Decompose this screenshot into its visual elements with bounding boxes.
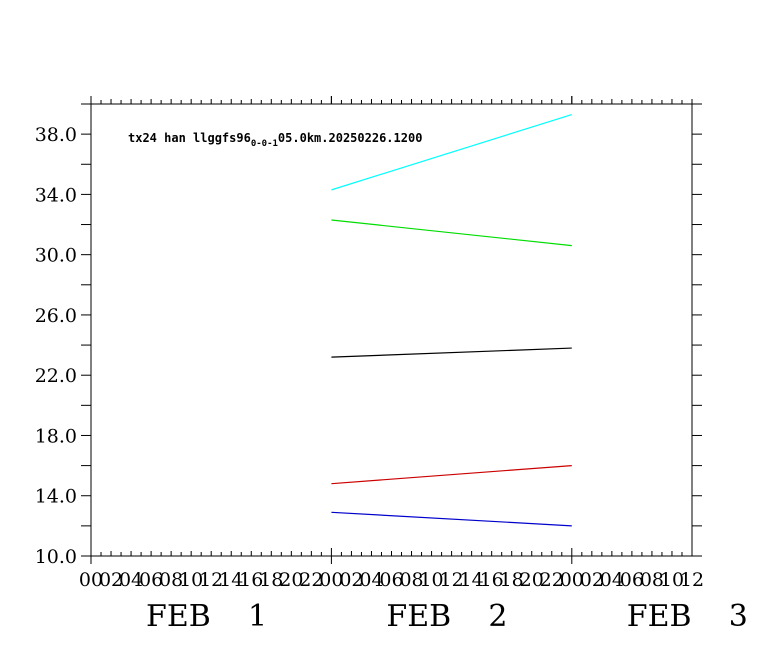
x-tick-label: 22 <box>299 569 323 591</box>
y-tick-label: 10.0 <box>35 546 77 568</box>
x-tick-label: 02 <box>99 569 123 591</box>
x-tick-label: 08 <box>159 569 183 591</box>
x-tick-label: 06 <box>379 569 403 591</box>
series-line <box>331 511 572 527</box>
y-tick-label: 34.0 <box>35 184 77 206</box>
x-tick-label: 10 <box>660 569 684 591</box>
series-line <box>331 465 572 485</box>
series-line <box>331 347 572 358</box>
x-tick-label: 04 <box>600 569 624 591</box>
day-label-month: FEB <box>146 599 211 634</box>
series-line <box>331 113 572 191</box>
x-tick-label: 12 <box>440 569 464 591</box>
x-tick-label: 02 <box>339 569 363 591</box>
x-tick-label: 16 <box>239 569 263 591</box>
y-tick-label: 22.0 <box>35 365 77 387</box>
x-tick-label: 02 <box>580 569 604 591</box>
x-tick-label: 12 <box>680 569 704 591</box>
plot-frame <box>90 103 693 557</box>
x-tick-label: 18 <box>259 569 283 591</box>
x-tick-label: 20 <box>279 569 303 591</box>
axis-ticks <box>81 96 702 564</box>
x-tick-label: 14 <box>460 569 484 591</box>
day-label-day: 3 <box>729 599 748 634</box>
x-tick-label: 08 <box>399 569 423 591</box>
x-tick-label: 16 <box>480 569 504 591</box>
series-lines <box>331 113 572 527</box>
y-tick-label: 18.0 <box>35 425 77 447</box>
x-tick-label: 20 <box>520 569 544 591</box>
x-tick-label: 08 <box>640 569 664 591</box>
day-label-day: 2 <box>488 599 507 634</box>
x-tick-label: 00 <box>560 569 584 591</box>
x-tick-label: 04 <box>119 569 143 591</box>
x-tick-label: 12 <box>199 569 223 591</box>
x-tick-label: 00 <box>79 569 103 591</box>
y-tick-labels: 10.0 14.0 18.0 22.0 26.0 30.0 34.0 38.0 <box>35 124 77 568</box>
x-tick-label: 00 <box>319 569 343 591</box>
x-tick-label: 14 <box>219 569 243 591</box>
day-label-month: FEB <box>386 599 451 634</box>
x-tick-label: 04 <box>359 569 383 591</box>
y-tick-label: 38.0 <box>35 124 77 146</box>
chart-title: tx24 han llggfs960-0-105.0km.20250226.12… <box>128 131 422 149</box>
series-line <box>331 219 572 247</box>
day-labels: FEB 1 FEB 2 FEB 3 <box>146 599 748 634</box>
y-tick-label: 26.0 <box>35 305 77 327</box>
day-label-month: FEB <box>627 599 692 634</box>
x-tick-label: 22 <box>540 569 564 591</box>
x-tick-label: 06 <box>620 569 644 591</box>
x-tick-label: 18 <box>500 569 524 591</box>
y-tick-label: 14.0 <box>35 486 77 508</box>
x-tick-label: 10 <box>419 569 443 591</box>
y-tick-label: 30.0 <box>35 245 77 267</box>
day-label-day: 1 <box>248 599 267 634</box>
x-tick-labels: 0002040608101214161820220002040608101214… <box>79 569 704 591</box>
x-tick-label: 06 <box>139 569 163 591</box>
x-tick-label: 10 <box>179 569 203 591</box>
